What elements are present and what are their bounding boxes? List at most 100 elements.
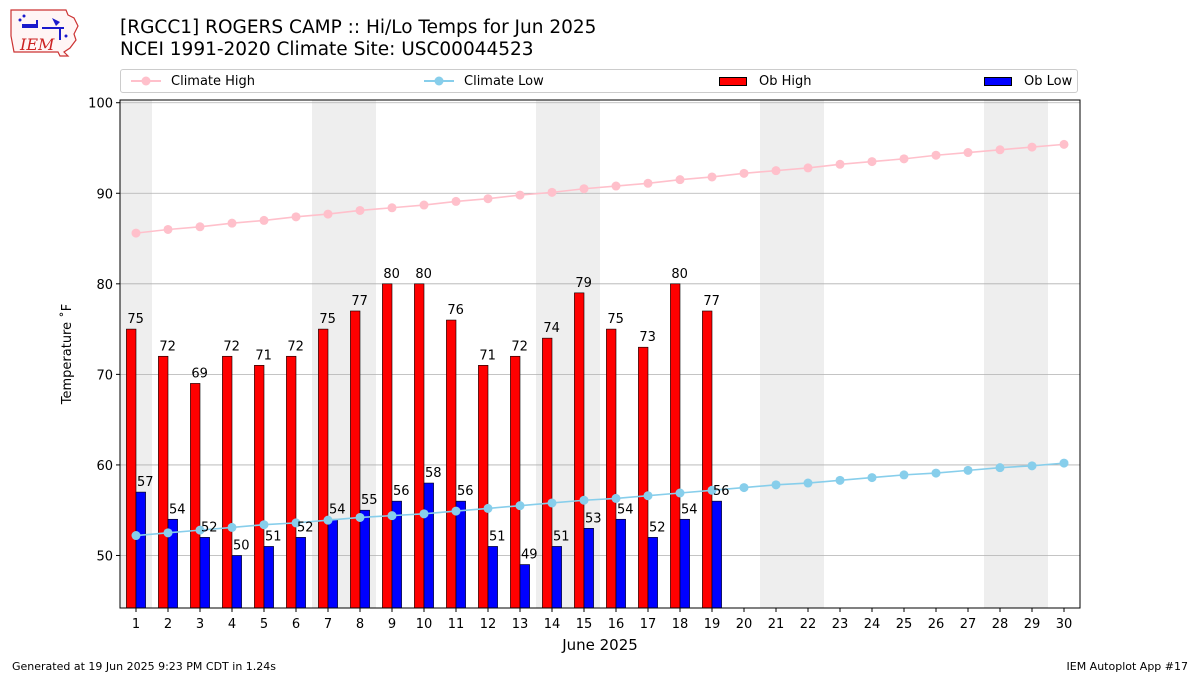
x-tick-label: 10 xyxy=(416,617,433,632)
climate-low-point xyxy=(611,493,621,503)
climate-high-point xyxy=(931,150,941,160)
climate-low-point xyxy=(419,509,429,519)
climate-low-point xyxy=(451,506,461,516)
climate-high-point xyxy=(259,215,269,225)
ob-low-bar xyxy=(647,537,658,609)
ob-high-label: 80 xyxy=(383,267,400,282)
ob-high-label: 72 xyxy=(287,339,304,354)
ob-low-label: 54 xyxy=(681,502,698,517)
ob-low-bar xyxy=(263,546,274,609)
climate-low-point xyxy=(931,468,941,478)
ob-high-label: 80 xyxy=(671,267,688,282)
weekend-shade-band xyxy=(760,100,824,608)
ob-low-label: 56 xyxy=(457,484,474,499)
ob-low-bar xyxy=(359,509,370,609)
ob-high-swatch xyxy=(719,76,747,86)
ob-low-bar xyxy=(135,491,146,609)
climate-low-point xyxy=(323,515,333,525)
climate-high-point xyxy=(803,163,813,173)
ob-low-bar xyxy=(295,537,306,609)
x-tick-label: 11 xyxy=(448,617,465,632)
ob-high-bar xyxy=(350,310,361,609)
legend-label-ob-low: Ob Low xyxy=(1024,73,1073,89)
climate-high-point xyxy=(227,218,237,228)
climate-high-point xyxy=(323,209,333,219)
x-tick-label: 13 xyxy=(512,617,529,632)
climate-high-point xyxy=(419,200,429,210)
climate-low-point xyxy=(131,531,141,541)
y-tick-label: 50 xyxy=(96,549,113,564)
x-tick-label: 30 xyxy=(1056,617,1073,632)
weekend-shade-band xyxy=(984,100,1048,608)
ob-high-label: 77 xyxy=(703,294,720,309)
climate-low-point xyxy=(899,470,909,480)
climate-high-point xyxy=(163,224,173,234)
climate-high-point xyxy=(611,181,621,191)
ob-low-label: 52 xyxy=(201,520,218,535)
weekend-shading xyxy=(120,100,1048,608)
ob-low-label: 58 xyxy=(425,466,442,481)
ob-low-label: 49 xyxy=(521,548,538,563)
ob-high-bar xyxy=(606,328,617,609)
ob-high-label: 77 xyxy=(351,294,368,309)
bar-labels: 75 72 69 72 71 72 75 77 80 80 76 71 72 74 79 75 73 80 77 57… xyxy=(127,267,729,563)
climate-high-line-swatch xyxy=(131,76,161,86)
ob-low-bar xyxy=(327,518,338,609)
ob-high-bar xyxy=(254,365,265,609)
ob-low-label: 57 xyxy=(137,475,154,490)
ob-high-bar xyxy=(158,355,169,609)
ob-high-label: 75 xyxy=(127,312,144,327)
x-tick-label: 24 xyxy=(864,617,881,632)
ob-low-label: 56 xyxy=(393,484,410,499)
ob-high-label: 75 xyxy=(319,312,336,327)
climate-high-point xyxy=(195,222,205,232)
ob-high-bar xyxy=(542,337,553,609)
x-tick-label: 19 xyxy=(704,617,721,632)
legend-item-ob-low: Ob Low xyxy=(984,70,1072,92)
climate-low-point xyxy=(387,511,397,521)
climate-low-point xyxy=(643,491,653,501)
ob-high-label: 75 xyxy=(607,312,624,327)
climate-high-point xyxy=(963,148,973,158)
climate-low-point xyxy=(291,518,301,528)
climate-high-point xyxy=(1027,142,1037,152)
ob-low-bar xyxy=(519,564,530,609)
ob-low-label: 54 xyxy=(169,502,186,517)
climate-high-point xyxy=(291,212,301,222)
ob-high-bar xyxy=(286,355,297,609)
climate-high-point xyxy=(835,159,845,169)
ob-low-label: 50 xyxy=(233,538,250,553)
weekend-shade-band xyxy=(536,100,600,608)
climate-high-point xyxy=(131,228,141,238)
ob-low-bar xyxy=(615,518,626,609)
ob-high-label: 72 xyxy=(511,339,528,354)
x-tick-label: 21 xyxy=(768,617,785,632)
climate-high-point xyxy=(707,172,717,182)
climate-low-point xyxy=(1059,458,1069,468)
climate-low-point xyxy=(707,485,717,495)
climate-high-point xyxy=(899,154,909,164)
axes-frame xyxy=(119,99,1081,609)
ob-high-label: 79 xyxy=(575,276,592,291)
x-tick-label: 1 xyxy=(132,617,140,632)
climate-high-point xyxy=(771,166,781,176)
climate-lines xyxy=(131,139,1069,541)
climate-high-point xyxy=(579,184,589,194)
ob-high-label: 73 xyxy=(639,330,656,345)
ob-high-label: 80 xyxy=(415,267,432,282)
x-axis-label: June 2025 xyxy=(561,636,638,654)
ob-low-label: 54 xyxy=(329,502,346,517)
ob-low-label: 51 xyxy=(553,529,570,544)
footer-generated-text: Generated at 19 Jun 2025 9:23 PM CDT in … xyxy=(12,660,277,673)
ob-low-bar xyxy=(679,518,690,609)
climate-high-point xyxy=(355,205,365,215)
ob-high-label: 69 xyxy=(191,366,208,381)
ob-low-label: 56 xyxy=(713,484,730,499)
grid-lines xyxy=(120,102,1080,556)
ob-high-label: 71 xyxy=(479,348,496,363)
x-tick-label: 17 xyxy=(640,617,657,632)
ob-low-label: 51 xyxy=(489,529,506,544)
climate-high-point xyxy=(451,196,461,206)
y-axis-label: Temperature ˚F xyxy=(59,304,75,405)
climate-low-point xyxy=(963,465,973,475)
